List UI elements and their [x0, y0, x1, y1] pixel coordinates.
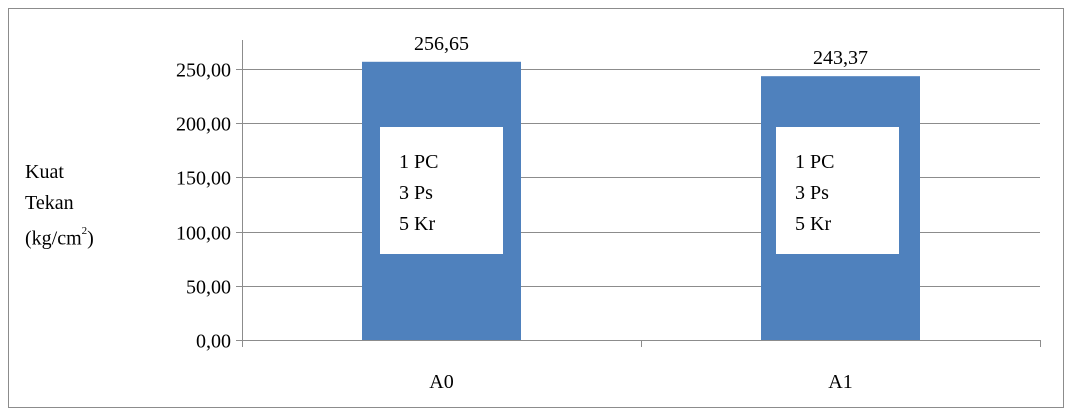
y-axis-title-superscript: 2 — [81, 225, 88, 237]
x-tick-labels: A0 A1 — [429, 371, 852, 393]
y-tick-label: 0,00 — [196, 331, 231, 353]
bar-annotation-a0: 1 PC 3 Ps 5 Kr — [380, 127, 503, 254]
x-tick-label: A0 — [429, 371, 453, 393]
annotation-a0-line3: 5 Kr — [399, 213, 436, 235]
y-tick-label: 200,00 — [176, 114, 231, 136]
data-label: 256,65 — [414, 33, 469, 55]
data-label: 243,37 — [813, 47, 868, 69]
y-axis-title: Kuat Tekan (kg/cm2) — [25, 157, 94, 255]
axes — [242, 40, 1041, 347]
y-axis-title-line3-pre: (kg/cm — [25, 227, 82, 250]
x-tick-label: A1 — [828, 371, 852, 393]
annotation-a0-line1: 1 PC — [399, 151, 439, 173]
annotation-a1-line3: 5 Kr — [795, 213, 832, 235]
bar-annotation-a1: 1 PC 3 Ps 5 Kr — [776, 127, 899, 254]
y-axis-title-line3-post: ) — [87, 227, 94, 250]
y-axis-title-line2: Tekan — [25, 192, 74, 214]
y-tick-label: 100,00 — [176, 223, 231, 245]
data-labels: 256,65 243,37 — [414, 33, 868, 69]
y-axis-title-line1: Kuat — [25, 161, 64, 183]
y-tick-label: 50,00 — [186, 277, 231, 299]
annotation-a1-line2: 3 Ps — [795, 182, 829, 204]
y-tick-label: 250,00 — [176, 60, 231, 82]
annotation-a0-line2: 3 Ps — [399, 182, 433, 204]
annotation-a1-line1: 1 PC — [795, 151, 835, 173]
y-tick-label: 150,00 — [176, 168, 231, 190]
y-tick-labels: 0,00 50,00 100,00 150,00 200,00 250,00 — [176, 60, 231, 353]
